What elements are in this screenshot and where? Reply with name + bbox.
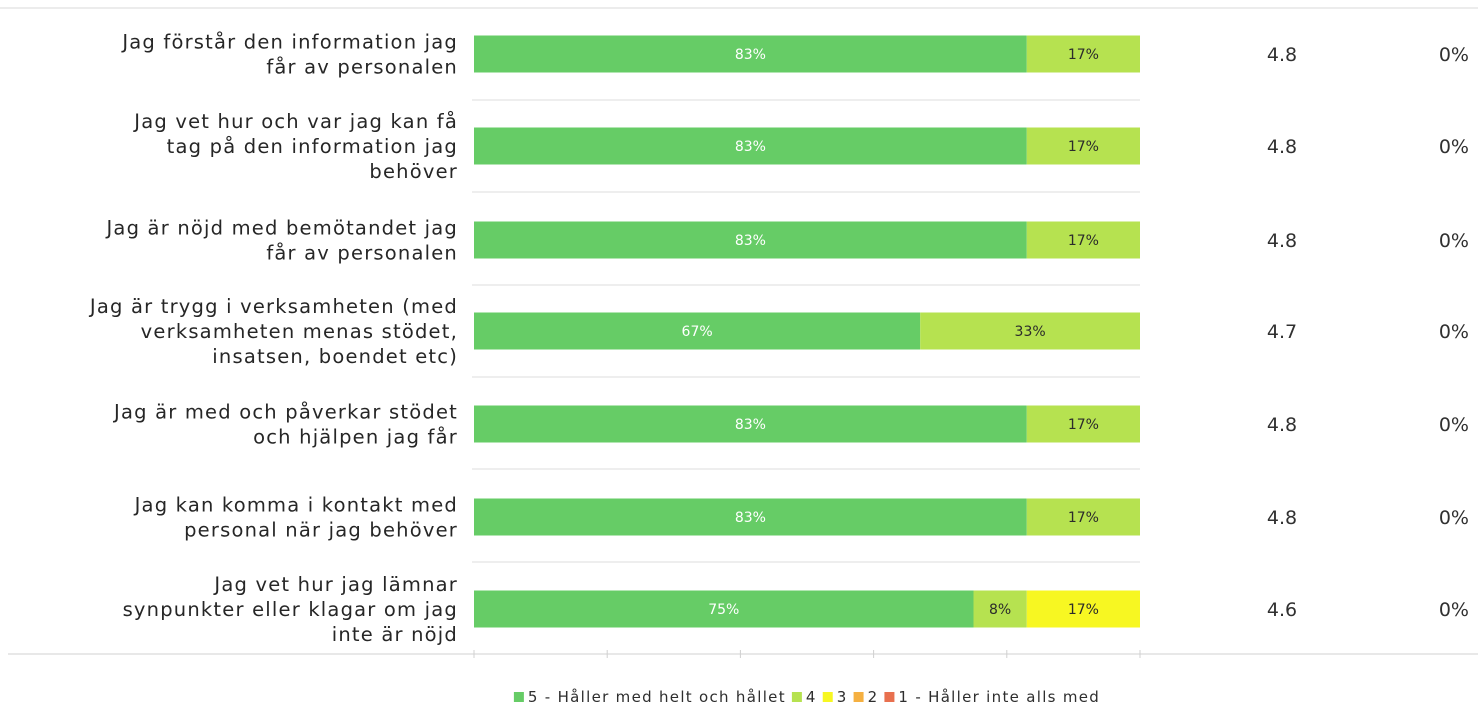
average-value: 4.8 — [1267, 414, 1297, 436]
category-label: Jag är trygg i verksamheten (med verksamh… — [88, 295, 458, 368]
bar-segment — [1026, 405, 1140, 443]
legend-swatch — [822, 692, 833, 702]
legend-label: 1 - Håller inte alls med — [898, 688, 1100, 706]
data-label: 33% — [1015, 324, 1046, 340]
average-value: 4.8 — [1267, 44, 1297, 66]
data-label: 83% — [735, 139, 766, 155]
data-label: 17% — [1068, 139, 1099, 155]
data-label: 17% — [1068, 233, 1099, 249]
bar-segment — [920, 312, 1140, 350]
average-value: 4.6 — [1267, 599, 1297, 621]
bar-segment — [1026, 221, 1140, 259]
bar-segment — [1026, 498, 1140, 536]
legend: 5 - Håller med helt och hållet 4 3 2 1 - Hål… — [513, 688, 1100, 706]
data-label: 83% — [735, 417, 766, 433]
category-label: Jag kan komma i kontakt med personal när … — [133, 494, 458, 542]
no-answer-value: 0% — [1439, 414, 1469, 436]
data-label: 83% — [735, 47, 766, 63]
category-label: Jag förstår den information jag får av pe… — [120, 31, 458, 79]
average-value: 4.7 — [1267, 321, 1297, 343]
no-answer-value: 0% — [1439, 507, 1469, 529]
bar-segment — [1026, 35, 1140, 73]
legend-swatch — [884, 692, 895, 702]
no-answer-value: 0% — [1439, 230, 1469, 252]
bar-segment — [973, 590, 1027, 628]
bar-segment — [1026, 590, 1140, 628]
data-label: 17% — [1068, 602, 1099, 618]
legend-label: 3 — [837, 688, 848, 706]
data-label: 17% — [1068, 47, 1099, 63]
legend-label: 5 - Håller med helt och hållet — [528, 688, 786, 706]
bar-segment — [474, 221, 1027, 259]
bar-segment — [474, 498, 1027, 536]
category-label: Jag vet hur jag lämnar synpunkter eller k… — [123, 573, 458, 646]
data-label: 67% — [682, 324, 713, 340]
bar-segment — [474, 35, 1027, 73]
category-label: Jag är med och påverkar stödet och hjälpe… — [112, 401, 458, 449]
data-label: 83% — [735, 233, 766, 249]
bar-segment — [1026, 127, 1140, 165]
legend-swatch — [791, 692, 802, 702]
legend-label: 4 — [806, 688, 817, 706]
data-label: 8% — [989, 602, 1011, 618]
no-answer-value: 0% — [1439, 136, 1469, 158]
x-axis — [8, 650, 1478, 658]
legend-label: 2 — [868, 688, 879, 706]
average-value: 4.8 — [1267, 136, 1297, 158]
category-label: Jag vet hur och var jag kan få tag på den… — [132, 110, 458, 183]
data-label: 83% — [735, 510, 766, 526]
no-answer-value: 0% — [1439, 321, 1469, 343]
data-label: 75% — [708, 602, 739, 618]
no-answer-value: 0% — [1439, 44, 1469, 66]
average-value: 4.8 — [1267, 230, 1297, 252]
data-label: 17% — [1068, 510, 1099, 526]
bar-segment — [474, 127, 1027, 165]
category-label: Jag är nöjd med bemötandet jag får av per… — [104, 217, 458, 265]
data-label: 17% — [1068, 417, 1099, 433]
bar-segment — [474, 590, 974, 628]
legend-swatch — [853, 692, 864, 702]
average-value: 4.8 — [1267, 507, 1297, 529]
chart-rows: Jag förstår den information jag får av pe… — [88, 31, 1469, 647]
bar-segment — [474, 405, 1027, 443]
no-answer-value: 0% — [1439, 599, 1469, 621]
bar-segment — [474, 312, 921, 350]
legend-swatch — [513, 692, 524, 702]
